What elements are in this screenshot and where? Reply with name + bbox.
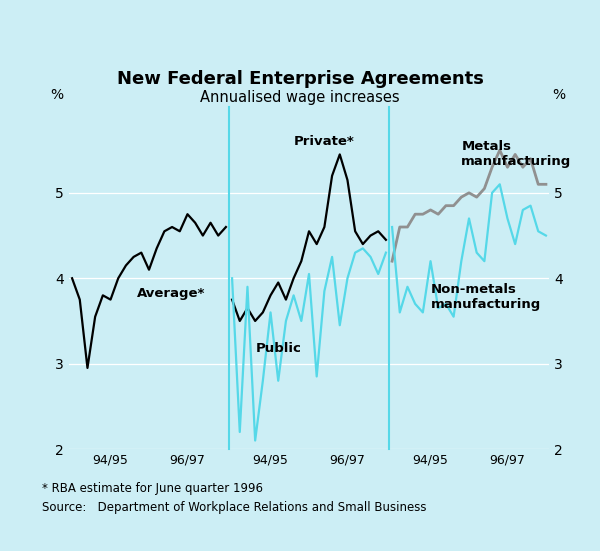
Text: Private*: Private*	[294, 136, 355, 148]
Text: * RBA estimate for June quarter 1996: * RBA estimate for June quarter 1996	[42, 482, 263, 495]
Text: Non-metals
manufacturing: Non-metals manufacturing	[431, 283, 541, 311]
Text: %: %	[552, 88, 565, 102]
Text: Annualised wage increases: Annualised wage increases	[200, 90, 400, 105]
Text: New Federal Enterprise Agreements: New Federal Enterprise Agreements	[116, 70, 484, 88]
Text: Source:   Department of Workplace Relations and Small Business: Source: Department of Workplace Relation…	[42, 501, 427, 515]
Text: %: %	[50, 88, 63, 102]
Text: Metals
manufacturing: Metals manufacturing	[461, 140, 572, 168]
Text: Average*: Average*	[137, 287, 205, 300]
Text: Public: Public	[255, 342, 301, 355]
